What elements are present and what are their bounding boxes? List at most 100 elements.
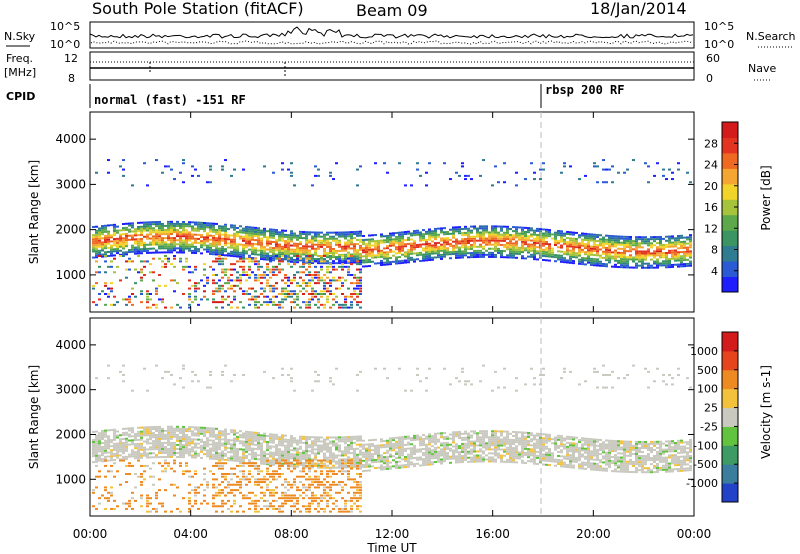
power-cell bbox=[491, 251, 494, 254]
velocity-cell bbox=[200, 483, 203, 486]
power-cell bbox=[155, 233, 158, 236]
power-cell bbox=[344, 243, 347, 246]
power-cell bbox=[689, 262, 692, 265]
power-cell bbox=[677, 162, 680, 165]
power-cell bbox=[506, 227, 509, 230]
velocity-cell bbox=[176, 433, 179, 436]
velocity-cell bbox=[152, 436, 155, 439]
power-cell bbox=[275, 245, 278, 248]
power-cell bbox=[386, 247, 389, 250]
power-cell bbox=[149, 271, 152, 274]
velocity-cell bbox=[221, 442, 224, 445]
power-cell bbox=[176, 282, 179, 285]
power-cell bbox=[557, 254, 560, 257]
power-cell bbox=[563, 162, 566, 165]
velocity-cell bbox=[320, 472, 323, 475]
velocity-cell bbox=[230, 443, 233, 446]
power-cell bbox=[380, 241, 383, 244]
power-cell bbox=[305, 290, 308, 293]
power-cell bbox=[287, 250, 290, 253]
velocity-cell bbox=[254, 453, 257, 456]
power-cell bbox=[563, 242, 566, 245]
velocity-cell bbox=[161, 433, 164, 436]
power-cell bbox=[485, 243, 488, 246]
velocity-cell bbox=[152, 456, 155, 459]
power-cell bbox=[410, 252, 413, 255]
power-cell bbox=[473, 241, 476, 244]
velocity-cell bbox=[287, 461, 290, 464]
power-cell bbox=[350, 306, 353, 309]
velocity-cell bbox=[164, 510, 167, 513]
power-cell bbox=[323, 273, 326, 276]
power-cell bbox=[101, 225, 104, 228]
power-cell bbox=[107, 234, 110, 237]
power-cell bbox=[308, 298, 311, 301]
velocity-cell bbox=[242, 373, 245, 376]
velocity-cell bbox=[155, 436, 158, 439]
power-cell bbox=[398, 235, 401, 238]
power-cell bbox=[530, 243, 533, 246]
velocity-cell bbox=[266, 470, 269, 473]
power-cell bbox=[386, 251, 389, 254]
velocity-cell bbox=[221, 434, 224, 437]
velocity-cell bbox=[242, 442, 245, 445]
power-cell bbox=[569, 257, 572, 260]
velocity-cell bbox=[179, 450, 182, 453]
power-cell bbox=[218, 301, 221, 304]
power-cell bbox=[290, 244, 293, 247]
power-cell bbox=[521, 244, 524, 247]
velocity-cell bbox=[293, 467, 296, 470]
velocity-cell bbox=[338, 466, 341, 469]
power-cell bbox=[437, 241, 440, 244]
velocity-cell bbox=[155, 456, 158, 459]
power-cell bbox=[380, 259, 383, 262]
velocity-cell bbox=[275, 451, 278, 454]
power-cell bbox=[191, 241, 194, 244]
velocity-cell bbox=[92, 505, 95, 508]
power-cell bbox=[389, 240, 392, 243]
power-cell bbox=[290, 279, 293, 282]
velocity-cell bbox=[146, 434, 149, 437]
velocity-cell bbox=[281, 436, 284, 439]
velocity-cell bbox=[104, 449, 107, 452]
power-cell bbox=[425, 245, 428, 248]
velocity-cell bbox=[317, 505, 320, 508]
power-cell bbox=[590, 247, 593, 250]
velocity-cell bbox=[287, 442, 290, 445]
power-cell bbox=[179, 233, 182, 236]
colorbar-swatch bbox=[722, 122, 738, 138]
velocity-cell bbox=[113, 432, 116, 435]
power-cell bbox=[317, 260, 320, 263]
power-cell bbox=[254, 290, 257, 293]
power-cell bbox=[326, 243, 329, 246]
power-cell bbox=[260, 243, 263, 246]
power-cell bbox=[668, 260, 671, 263]
power-cell bbox=[161, 251, 164, 254]
power-cell bbox=[101, 229, 104, 232]
power-cell bbox=[461, 246, 464, 249]
power-cell bbox=[569, 231, 572, 234]
power-cell bbox=[92, 301, 95, 304]
power-cell bbox=[500, 225, 503, 228]
power-cell bbox=[593, 245, 596, 248]
power-cell bbox=[452, 252, 455, 255]
velocity-cell bbox=[221, 452, 224, 455]
power-cell bbox=[341, 253, 344, 256]
velocity-cell bbox=[311, 483, 314, 486]
velocity-cell bbox=[137, 430, 140, 433]
power-cell bbox=[599, 240, 602, 243]
power-cell bbox=[446, 249, 449, 252]
velocity-cell bbox=[242, 440, 245, 443]
power-cell bbox=[167, 245, 170, 248]
power-cell bbox=[194, 233, 197, 236]
velocity-cell bbox=[275, 462, 278, 465]
velocity-cell bbox=[212, 449, 215, 452]
power-cell bbox=[200, 298, 203, 301]
power-cell bbox=[638, 250, 641, 253]
power-cell bbox=[272, 257, 275, 260]
velocity-cell bbox=[242, 436, 245, 439]
power-cell bbox=[668, 264, 671, 267]
power-cell bbox=[503, 225, 506, 228]
velocity-cell bbox=[272, 455, 275, 458]
velocity-cell bbox=[119, 450, 122, 453]
